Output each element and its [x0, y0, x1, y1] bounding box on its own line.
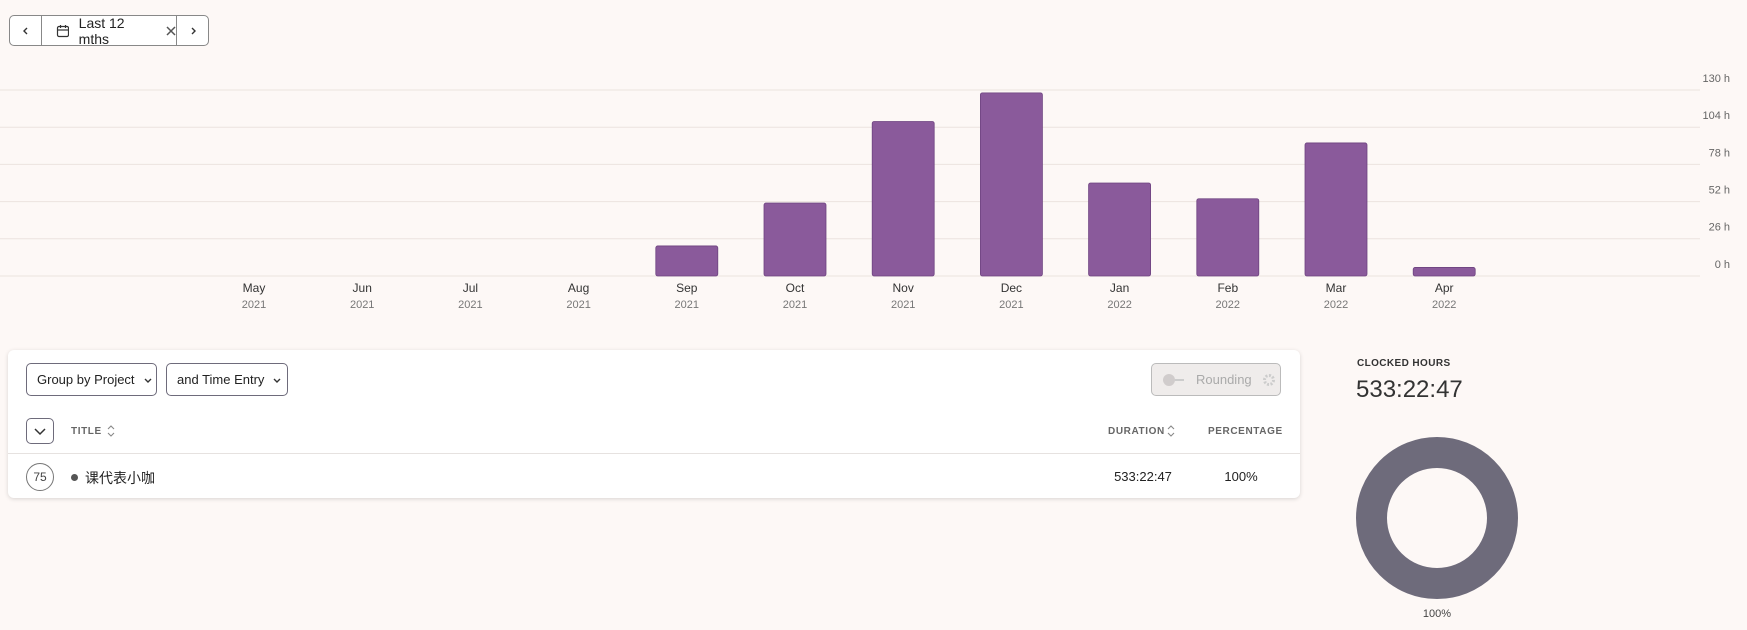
- prev-button[interactable]: [10, 16, 42, 45]
- x-tick-label: Dec: [1001, 281, 1022, 295]
- project-title: 课代表小咖: [85, 470, 155, 486]
- rounding-label: Rounding: [1196, 372, 1252, 387]
- x-tick-label: Jan: [1110, 281, 1129, 295]
- bar: [763, 202, 827, 277]
- x-tick-label: Sep: [676, 281, 698, 295]
- divider: [8, 453, 1300, 454]
- bar: [1304, 142, 1368, 277]
- date-range-picker: Last 12 mths: [9, 14, 209, 47]
- y-tick-label: 52 h: [1709, 185, 1730, 197]
- y-tick-label: 0 h: [1715, 259, 1730, 271]
- slice-label: 100%: [1423, 608, 1451, 620]
- duration: 533:22:47: [1114, 469, 1172, 484]
- next-button[interactable]: [176, 16, 208, 45]
- y-tick-label: 26 h: [1709, 222, 1730, 234]
- column-header[interactable]: DURATION: [1108, 426, 1165, 437]
- column-header: PERCENTAGE: [1208, 426, 1283, 437]
- chevron-left-icon: [22, 27, 27, 34]
- bar: [1088, 182, 1151, 277]
- donut-slice: [1356, 437, 1518, 599]
- summary-total: 533:22:47: [1356, 376, 1463, 403]
- x-tick-label: Aug: [568, 281, 589, 295]
- x-tick-sublabel: 2021: [350, 299, 374, 311]
- bar: [655, 245, 719, 277]
- rounding-toggle[interactable]: Rounding: [1151, 363, 1281, 396]
- column-header[interactable]: TITLE: [71, 426, 102, 437]
- collapse-button[interactable]: [26, 418, 54, 444]
- x-tick-label: Mar: [1326, 281, 1347, 295]
- sort-icon[interactable]: [1166, 424, 1176, 438]
- range-label: Last 12 mths: [78, 14, 125, 47]
- x-tick-sublabel: 2022: [1324, 299, 1348, 311]
- chevron-down-icon: [34, 428, 46, 436]
- report-card: Group by Project and Time Entry Rounding…: [8, 350, 1300, 498]
- x-tick-label: Feb: [1217, 281, 1238, 295]
- x-tick-sublabel: 2022: [1107, 299, 1131, 311]
- x-tick-sublabel: 2021: [675, 299, 699, 311]
- range-button[interactable]: Last 12 mths: [42, 14, 176, 47]
- group-by-dropdown[interactable]: Group by Project: [26, 363, 157, 396]
- project-dot: [71, 474, 78, 481]
- y-tick-label: 78 h: [1709, 147, 1730, 159]
- gear-icon: [1262, 373, 1275, 386]
- bar: [980, 92, 1043, 277]
- chevron-right-icon: [191, 27, 196, 34]
- x-tick-sublabel: 2021: [999, 299, 1023, 311]
- x-tick-sublabel: 2021: [458, 299, 482, 311]
- entry-count[interactable]: 75: [26, 463, 54, 491]
- x-tick-sublabel: 2021: [891, 299, 915, 311]
- y-tick-label: 104 h: [1702, 110, 1730, 122]
- bar: [1412, 267, 1476, 277]
- chevron-down-icon: [144, 378, 152, 383]
- group-by-label: Group by Project: [37, 372, 135, 387]
- x-tick-label: Apr: [1435, 281, 1454, 295]
- summary-label: CLOCKED HOURS: [1357, 358, 1451, 369]
- x-tick-label: Nov: [893, 281, 914, 295]
- x-tick-label: Jun: [353, 281, 372, 295]
- y-tick-label: 130 h: [1702, 73, 1730, 85]
- donut-chart: 100%: [1356, 437, 1518, 620]
- x-tick-label: Oct: [786, 281, 805, 295]
- sort-icon[interactable]: [106, 424, 116, 438]
- calendar-icon: [56, 24, 69, 37]
- bar: [1196, 198, 1260, 277]
- clear-icon[interactable]: [165, 25, 176, 37]
- bar-chart: 0 h 26 h 52 h 78 h 104 h 130 h May 2021 Jun 2021 J…: [0, 73, 1730, 311]
- x-tick-sublabel: 2022: [1216, 299, 1240, 311]
- x-tick-sublabel: 2021: [242, 299, 266, 311]
- then-by-dropdown[interactable]: and Time Entry: [166, 363, 288, 396]
- x-tick-sublabel: 2021: [783, 299, 807, 311]
- percentage: 100%: [1224, 469, 1258, 484]
- x-tick-label: Jul: [463, 281, 478, 295]
- x-tick-sublabel: 2021: [566, 299, 590, 311]
- x-tick-label: May: [243, 281, 266, 295]
- then-by-label: and Time Entry: [177, 372, 265, 387]
- bar: [871, 121, 935, 277]
- toggle-icon: [1163, 373, 1184, 386]
- x-tick-sublabel: 2022: [1432, 299, 1456, 311]
- chevron-down-icon: [273, 378, 281, 383]
